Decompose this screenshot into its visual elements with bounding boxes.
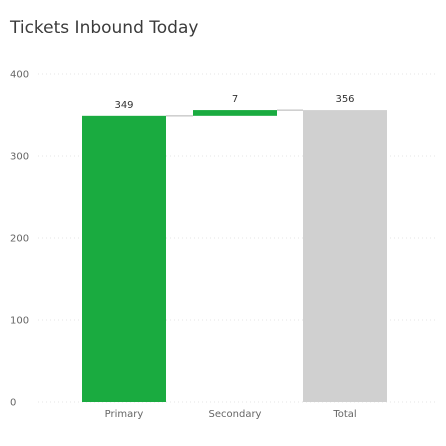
y-tick-label: 0 [10, 398, 16, 409]
bar-primary [82, 115, 166, 402]
y-tick-label: 400 [10, 70, 29, 81]
data-label: 7 [232, 94, 238, 105]
data-label: 349 [114, 100, 133, 111]
data-label: 356 [335, 94, 354, 105]
x-tick-label: Total [332, 409, 356, 420]
x-tick-label: Primary [105, 409, 144, 420]
y-tick-label: 300 [10, 152, 29, 163]
bar-total [303, 110, 387, 402]
x-tick-label: Secondary [209, 409, 262, 420]
y-tick-label: 200 [10, 234, 29, 245]
y-tick-label: 100 [10, 316, 29, 327]
chart-title: Tickets Inbound Today [10, 18, 199, 38]
bar-secondary [193, 110, 277, 116]
